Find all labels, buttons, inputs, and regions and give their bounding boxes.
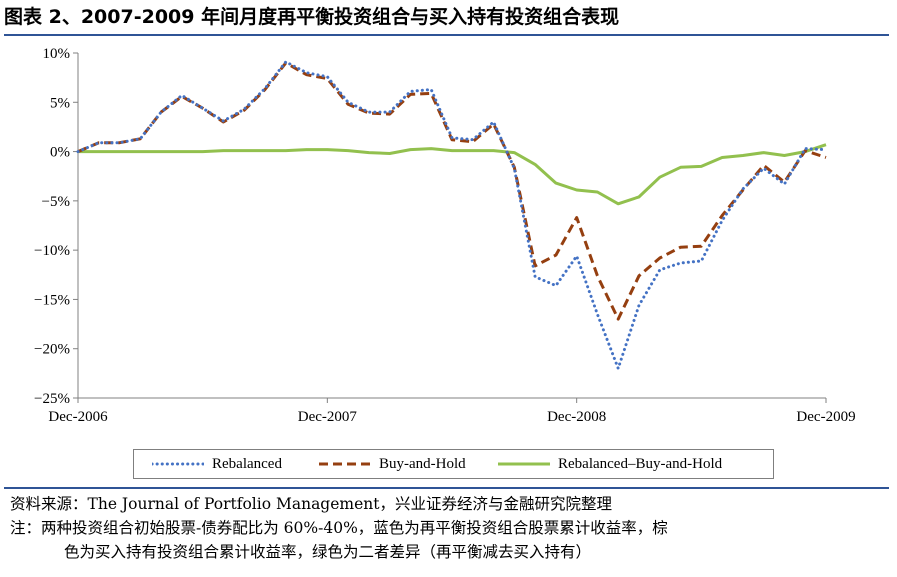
figure-title: 图表 2、2007-2009 年间月度再平衡投资组合与买入持有投资组合表现: [4, 6, 620, 28]
y-tick-label: −20%: [34, 342, 70, 358]
legend-label-rebalanced: Rebalanced: [212, 455, 282, 472]
x-tick-label: Dec-2008: [547, 409, 606, 425]
x-tick-label: Dec-2006: [48, 409, 108, 425]
note-line-1: 注：两种投资组合初始股票-债券配比为 60%-40%，蓝色为再平衡投资组合股票累…: [10, 519, 668, 537]
legend-swatch-buy-and-hold: [319, 462, 371, 466]
note-line-2: 色为买入持有投资组合累计收益率，绿色为二者差异（再平衡减去买入持有）: [64, 543, 592, 561]
series-line-rebalanced: [76, 60, 828, 370]
legend-item-difference: Rebalanced–Buy-and-Hold: [498, 450, 722, 478]
series-line-buy-and-hold: [77, 61, 827, 321]
legend-item-rebalanced: Rebalanced: [152, 450, 282, 478]
title-divider: [4, 34, 889, 36]
y-tick-label: −25%: [34, 391, 70, 407]
y-tick-label: −15%: [34, 292, 70, 308]
legend-swatch-rebalanced: [152, 462, 204, 466]
source-line: 资料来源：The Journal of Portfolio Management…: [10, 495, 612, 513]
legend-swatch-difference: [498, 462, 550, 466]
x-tick-label: Dec-2007: [298, 409, 358, 425]
y-tick-label: 5%: [50, 95, 70, 111]
x-tick-label: Dec-2009: [796, 409, 855, 425]
legend-item-buy-and-hold: Buy-and-Hold: [319, 450, 466, 478]
y-tick-label: 10%: [43, 46, 71, 62]
chart-legend: Rebalanced Buy-and-Hold Rebalanced–Buy-a…: [133, 449, 774, 479]
y-tick-label: −10%: [34, 243, 70, 259]
notes-divider: [4, 487, 889, 489]
y-tick-label: 0%: [50, 145, 70, 161]
legend-label-difference: Rebalanced–Buy-and-Hold: [558, 455, 723, 472]
line-chart: 10% 5% 0% −5% −10% −15% −20% −25% Dec-2006 Dec-20…: [34, 46, 856, 425]
figure-notes: 资料来源：The Journal of Portfolio Management…: [10, 492, 890, 564]
y-tick-label: −5%: [42, 194, 70, 210]
series-line-rebalanced-buy-and-hold: [78, 143, 827, 206]
legend-label-buy-and-hold: Buy-and-Hold: [379, 455, 466, 472]
